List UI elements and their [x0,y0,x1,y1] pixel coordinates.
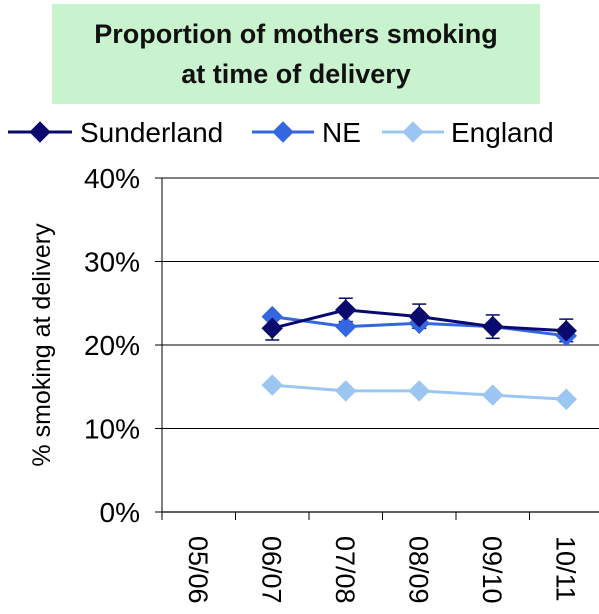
series-group [261,299,577,410]
chart-title-box: Proportion of mothers smoking at time of… [52,4,540,104]
point-England-09/10 [482,384,504,406]
x-tick-labels: 05/06 06/07 07/08 08/09 09/10 10/11 [183,536,581,604]
legend-label-NE: NE [322,117,361,148]
point-England-06/07 [261,374,283,396]
point-Sunderland-07/08 [335,299,357,321]
point-England-08/09 [408,380,430,402]
axes [155,177,599,520]
point-Sunderland-09/10 [482,315,504,338]
point-Sunderland-10/11 [555,320,577,342]
point-Sunderland-06/07 [261,317,283,340]
x-tick-label-08/09: 08/09 [403,536,433,604]
point-England-10/11 [555,388,577,410]
legend: Sunderland NE England [8,117,554,148]
chart-title-line-2: at time of delivery [181,59,411,89]
x-tick-label-06/07: 06/07 [256,536,286,604]
gridlines [162,177,599,429]
legend-label-Sunderland: Sunderland [80,117,223,148]
x-tick-label-07/08: 07/08 [330,536,360,604]
y-tick-label-10: 10% [84,414,140,445]
point-England-07/08 [335,380,357,402]
y-tick-label-40: 40% [84,163,140,194]
y-tick-label-20: 20% [84,330,140,361]
y-tick-labels: 0% 10% 20% 30% 40% [84,163,140,528]
x-tick-label-10/11: 10/11 [550,536,580,602]
y-tick-label-0: 0% [100,497,140,528]
y-axis-label: % smoking at delivery [28,223,56,467]
x-tick-label-09/10: 09/10 [477,536,507,604]
point-Sunderland-08/09 [408,305,430,328]
legend-marker-Sunderland [29,121,51,143]
point-NE-07/08 [335,315,357,338]
legend-marker-England [402,121,424,143]
y-tick-label-30: 30% [84,247,140,278]
legend-label-England: England [451,117,554,148]
x-tick-label-05/06: 05/06 [183,536,213,604]
chart-title-line-1: Proportion of mothers smoking [94,19,498,49]
legend-marker-NE [272,121,294,143]
